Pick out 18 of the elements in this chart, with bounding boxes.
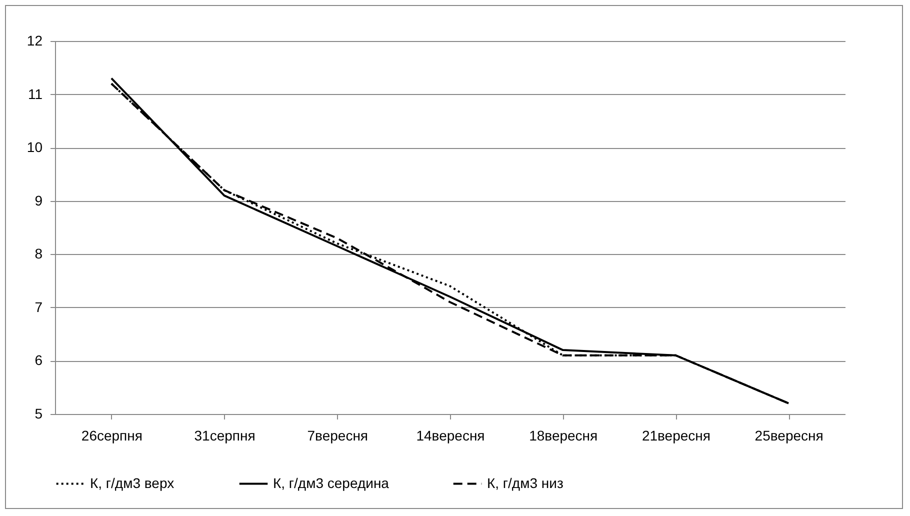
- x-tick-label: 18вересня: [529, 428, 598, 444]
- y-tick-label: 9: [34, 192, 43, 208]
- y-tick-label: 6: [34, 352, 43, 368]
- x-tick-label: 14вересня: [416, 428, 485, 444]
- x-tick-label: 31серпня: [194, 428, 256, 444]
- x-tick-label: 7вересня: [307, 428, 368, 444]
- legend-label: К, г/дм3 верх: [90, 474, 174, 491]
- y-tick-label: 11: [28, 86, 43, 102]
- y-tick-label: 7: [34, 298, 43, 315]
- y-tick-label: 5: [34, 406, 43, 422]
- y-tick-label: 12: [26, 32, 43, 48]
- y-tick-label: 10: [26, 139, 43, 156]
- legend-label: К, г/дм3 середина: [273, 474, 390, 491]
- x-tick-label: 26серпня: [81, 428, 142, 444]
- y-tick-label: 8: [34, 246, 43, 262]
- x-tick-label: 21вересня: [642, 428, 710, 444]
- legend-label: К, г/дм3 низ: [487, 474, 564, 491]
- x-tick-label: 25вересня: [754, 428, 824, 444]
